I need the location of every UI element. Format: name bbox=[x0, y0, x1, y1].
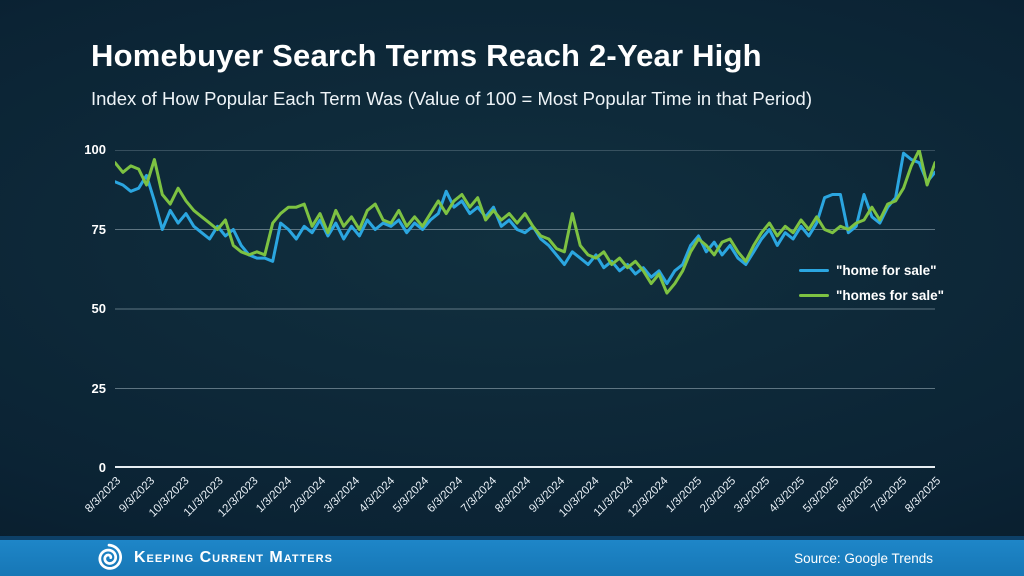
x-tick-label: 5/3/2025 bbox=[800, 475, 841, 516]
y-tick-label-100: 100 bbox=[84, 142, 106, 157]
x-tick-label: 8/3/2024 bbox=[493, 475, 534, 516]
chart-plot-area bbox=[115, 150, 935, 468]
legend-swatch bbox=[799, 268, 829, 273]
source-attribution: Source: Google Trends bbox=[794, 550, 933, 566]
series-line-homes-for-sale bbox=[115, 150, 935, 295]
x-tick-label: 1/3/2024 bbox=[254, 475, 295, 516]
legend-item: "homes for sale" bbox=[799, 283, 944, 308]
x-tick-label: 7/3/2025 bbox=[869, 475, 910, 516]
legend-label: "homes for sale" bbox=[836, 288, 945, 303]
y-tick-label-0: 0 bbox=[98, 460, 106, 475]
x-tick-label: 4/3/2025 bbox=[766, 475, 807, 516]
page-subtitle: Index of How Popular Each Term Was (Valu… bbox=[91, 88, 812, 109]
x-tick-label: 2/3/2025 bbox=[698, 475, 739, 516]
series-line-home-for-sale bbox=[115, 151, 935, 286]
legend-swatch bbox=[799, 293, 829, 298]
x-tick-label: 2/3/2024 bbox=[288, 475, 329, 516]
x-tick-label: 1/3/2025 bbox=[664, 475, 705, 516]
legend-item: "home for sale" bbox=[799, 258, 944, 283]
kcm-swirl-icon bbox=[98, 543, 123, 570]
x-tick-label: 8/3/2025 bbox=[903, 475, 944, 516]
page-title: Homebuyer Search Terms Reach 2-Year High bbox=[91, 38, 762, 73]
x-tick-label: 7/3/2024 bbox=[459, 475, 500, 516]
x-tick-label: 3/3/2025 bbox=[732, 475, 773, 516]
y-tick-label-50: 50 bbox=[91, 301, 106, 316]
footer-bar: Keeping Current Matters Source: Google T… bbox=[0, 536, 1024, 576]
line-chart-svg bbox=[115, 150, 935, 468]
chart-legend: "home for sale" "homes for sale" bbox=[799, 258, 944, 308]
y-tick-label-25: 25 bbox=[91, 380, 106, 396]
x-tick-label: 8/3/2023 bbox=[83, 475, 124, 516]
x-axis-labels: 8/3/2023 9/3/2023 10/3/2023 11/3/2023 12/3/2… bbox=[0, 473, 1024, 543]
x-tick-label: 6/3/2024 bbox=[425, 475, 466, 516]
x-tick-label: 5/3/2024 bbox=[390, 475, 431, 516]
brand-lockup: Keeping Current Matters bbox=[94, 543, 333, 573]
x-tick-label: 3/3/2024 bbox=[322, 475, 363, 516]
brand-name: Keeping Current Matters bbox=[134, 549, 333, 566]
legend-label: "home for sale" bbox=[836, 263, 937, 278]
x-tick-label: 6/3/2025 bbox=[835, 475, 876, 516]
y-tick-label-75: 75 bbox=[91, 221, 106, 237]
x-tick-label: 4/3/2024 bbox=[356, 475, 397, 516]
